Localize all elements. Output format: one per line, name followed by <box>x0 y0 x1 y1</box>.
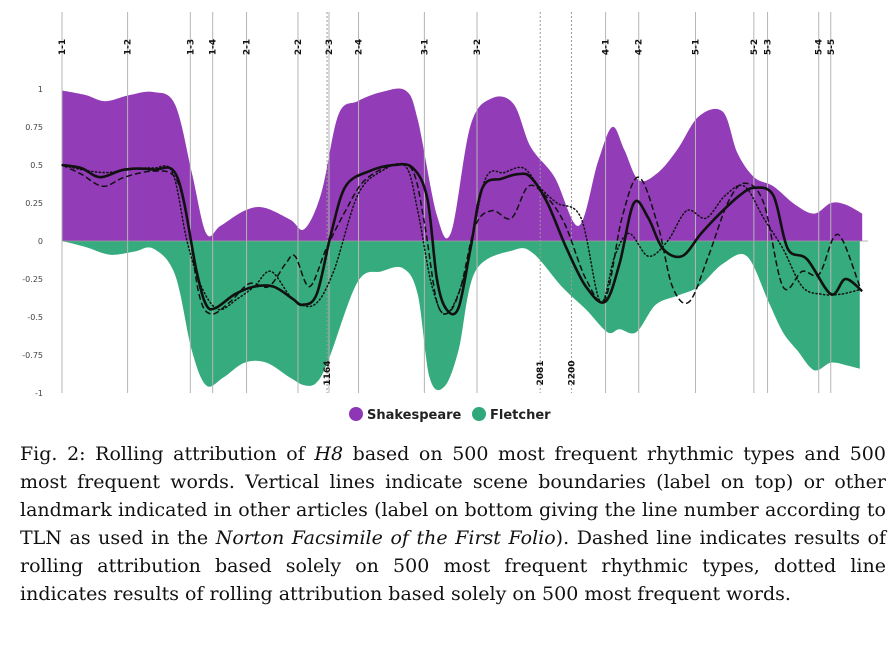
scene-label: 3-2 <box>473 39 483 55</box>
y-tick-label: 0.5 <box>30 161 43 170</box>
caption-title-h8: H8 <box>314 443 344 465</box>
series-line-dashed <box>61 162 861 315</box>
scene-label: 1-1 <box>58 39 68 55</box>
y-tick-label: 1 <box>38 85 43 94</box>
legend-swatch-shakespeare <box>349 407 363 421</box>
scene-label: 5-4 <box>815 39 825 55</box>
y-tick-label: -1 <box>35 389 43 398</box>
scene-label: 1-4 <box>209 39 219 55</box>
scene-label: 4-1 <box>602 39 612 55</box>
legend-label-shakespeare: Shakespeare <box>367 408 462 423</box>
scene-label: 1-2 <box>124 39 134 55</box>
y-tick-label: 0 <box>38 237 43 246</box>
scene-label: 5-2 <box>750 39 760 55</box>
y-tick-label: -0.5 <box>27 313 43 322</box>
y-tick-label: 0.75 <box>25 123 43 132</box>
legend-swatch-fletcher <box>472 407 486 421</box>
legend-label-fletcher: Fletcher <box>490 408 551 423</box>
area-fletcher <box>62 241 860 391</box>
attribution-areas <box>62 88 863 391</box>
scene-label: 1-3 <box>186 39 196 55</box>
y-tick-label: 0.25 <box>25 199 43 208</box>
scene-label: 5-1 <box>691 39 701 55</box>
caption-text-2: based on 500 most frequent rhythmic type… <box>20 443 886 549</box>
area-shakespeare <box>62 88 863 242</box>
scene-label: 2-2 <box>294 39 304 55</box>
caption-edition-title: Norton Facsimile of the First Folio <box>215 527 556 549</box>
caption-text-1: Fig. 2: Rolling attribution of <box>20 443 315 465</box>
landmark-label: 1164 <box>323 360 333 385</box>
boundary-labels: 1-1 1-2 1-3 1-4 2-1 2-2 2-3 2-4 3-1 3-2 4-1 4-2 5-1 5… <box>58 39 837 386</box>
series-line-dotted <box>61 163 861 315</box>
scene-label: 2-3 <box>325 39 335 55</box>
attribution-chart: 10.750.50.250-0.25-0.5-0.75-1 1-1 1-2 1-3 1… <box>22 12 868 423</box>
scene-label: 4-2 <box>635 39 645 55</box>
series-line-solid <box>61 162 864 316</box>
y-tick-label: -0.25 <box>22 275 43 284</box>
figure-caption: Fig. 2: Rolling attribution of H8 based … <box>20 440 886 608</box>
boundary-lines <box>61 12 832 393</box>
caption-text-3: ). Dashed line indicates results of roll… <box>20 527 887 605</box>
y-tick-label: -0.75 <box>22 351 43 360</box>
scene-label: 3-1 <box>420 39 430 55</box>
y-axis-ticks: 1 0.75 0.5 0.25 0 -0.25 -0.5 -0.75 -1 <box>22 85 43 398</box>
landmark-label: 2081 <box>536 360 546 385</box>
attribution-lines <box>61 162 864 316</box>
landmark-label: 2200 <box>567 360 577 385</box>
scene-label: 5-5 <box>827 39 837 55</box>
scene-label: 2-1 <box>243 39 253 55</box>
scene-label: 5-3 <box>764 39 774 55</box>
scene-label: 2-4 <box>355 39 365 55</box>
legend: Shakespeare Fletcher <box>349 407 551 423</box>
